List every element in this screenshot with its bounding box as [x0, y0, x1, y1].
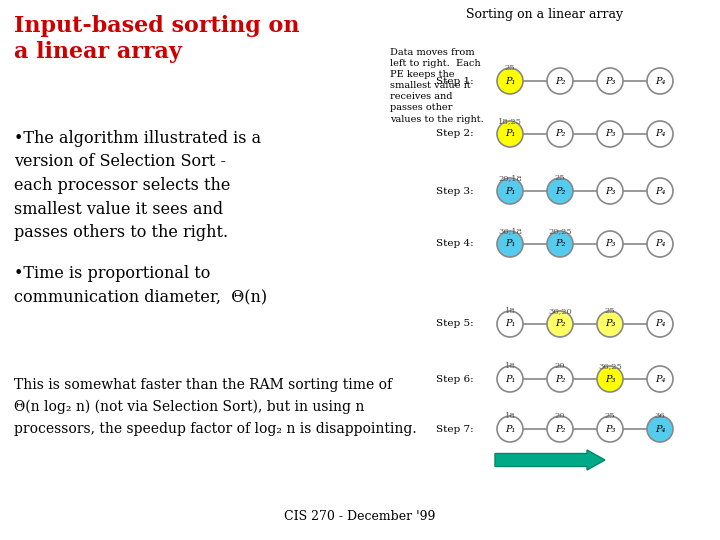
Circle shape — [647, 311, 673, 337]
Circle shape — [647, 121, 673, 147]
Circle shape — [597, 416, 623, 442]
Circle shape — [647, 231, 673, 257]
Text: P₂: P₂ — [555, 424, 565, 434]
Circle shape — [497, 311, 523, 337]
Text: 36,18: 36,18 — [498, 227, 522, 235]
Text: 36: 36 — [654, 412, 665, 420]
Text: P₃: P₃ — [605, 320, 615, 328]
Circle shape — [647, 178, 673, 204]
Text: 25: 25 — [605, 412, 616, 420]
Text: P₁: P₁ — [505, 424, 516, 434]
Text: CIS 270 - December '99: CIS 270 - December '99 — [284, 510, 436, 523]
Text: Step 7:: Step 7: — [436, 424, 474, 434]
Circle shape — [597, 68, 623, 94]
Text: P₄: P₄ — [654, 424, 665, 434]
Text: P₁: P₁ — [505, 77, 516, 85]
Text: Step 1:: Step 1: — [436, 77, 474, 85]
Circle shape — [647, 366, 673, 392]
Text: Step 2:: Step 2: — [436, 130, 474, 138]
Circle shape — [497, 121, 523, 147]
Circle shape — [547, 366, 573, 392]
Circle shape — [597, 231, 623, 257]
Text: P₃: P₃ — [605, 77, 615, 85]
Text: 18,25: 18,25 — [498, 117, 522, 125]
Circle shape — [497, 178, 523, 204]
Text: 20,25: 20,25 — [548, 227, 572, 235]
Circle shape — [497, 416, 523, 442]
Text: Data moves from
left to right.  Each
PE keeps the
smallest value it
receives and: Data moves from left to right. Each PE k… — [390, 48, 484, 124]
Circle shape — [597, 366, 623, 392]
Text: •The algorithm illustrated is a
version of Selection Sort -
each processor selec: •The algorithm illustrated is a version … — [14, 130, 261, 241]
Circle shape — [497, 231, 523, 257]
Text: 25: 25 — [505, 64, 516, 72]
Circle shape — [597, 311, 623, 337]
Text: P₂: P₂ — [555, 130, 565, 138]
Text: •Time is proportional to
communication diameter,  Θ(n): •Time is proportional to communication d… — [14, 265, 267, 306]
Text: P₂: P₂ — [555, 375, 565, 383]
Text: Input-based sorting on
a linear array: Input-based sorting on a linear array — [14, 15, 300, 63]
Text: P₃: P₃ — [605, 240, 615, 248]
Text: P₄: P₄ — [654, 320, 665, 328]
Circle shape — [497, 366, 523, 392]
Text: This is somewhat faster than the RAM sorting time of: This is somewhat faster than the RAM sor… — [14, 378, 392, 392]
Text: P₃: P₃ — [605, 130, 615, 138]
Text: 25: 25 — [605, 307, 616, 315]
Circle shape — [647, 68, 673, 94]
Circle shape — [547, 311, 573, 337]
Text: P₁: P₁ — [505, 130, 516, 138]
Circle shape — [547, 178, 573, 204]
Text: P₄: P₄ — [654, 130, 665, 138]
Text: P₂: P₂ — [555, 320, 565, 328]
Text: Θ(n log₂ n) (not via Selection Sort), but in using n: Θ(n log₂ n) (not via Selection Sort), bu… — [14, 400, 364, 414]
Text: processors, the speedup factor of log₂ n is disappointing.: processors, the speedup factor of log₂ n… — [14, 422, 417, 436]
Text: Step 4:: Step 4: — [436, 240, 474, 248]
Text: 18: 18 — [505, 362, 516, 370]
Text: 25: 25 — [554, 174, 565, 182]
Text: 36,20: 36,20 — [548, 307, 572, 315]
Text: Sorting on a linear array: Sorting on a linear array — [467, 8, 624, 21]
Text: P₄: P₄ — [654, 186, 665, 195]
Text: P₃: P₃ — [605, 186, 615, 195]
Circle shape — [547, 231, 573, 257]
Text: 20: 20 — [554, 362, 565, 370]
Circle shape — [497, 68, 523, 94]
Circle shape — [547, 68, 573, 94]
Text: P₂: P₂ — [555, 186, 565, 195]
FancyArrow shape — [495, 450, 605, 470]
Text: P₂: P₂ — [555, 77, 565, 85]
Text: P₄: P₄ — [654, 240, 665, 248]
Text: P₃: P₃ — [605, 375, 615, 383]
Text: 20: 20 — [554, 412, 565, 420]
Text: P₃: P₃ — [605, 424, 615, 434]
Text: P₄: P₄ — [654, 77, 665, 85]
Text: P₂: P₂ — [555, 240, 565, 248]
Circle shape — [597, 178, 623, 204]
Text: P₁: P₁ — [505, 240, 516, 248]
Text: P₁: P₁ — [505, 186, 516, 195]
Circle shape — [547, 121, 573, 147]
Text: P₄: P₄ — [654, 375, 665, 383]
Text: Step 5:: Step 5: — [436, 320, 474, 328]
Text: P₁: P₁ — [505, 375, 516, 383]
Text: 18: 18 — [505, 307, 516, 315]
Text: 18: 18 — [505, 412, 516, 420]
Circle shape — [597, 121, 623, 147]
Text: Step 6:: Step 6: — [436, 375, 474, 383]
Circle shape — [547, 416, 573, 442]
Text: 36,25: 36,25 — [598, 362, 622, 370]
Circle shape — [647, 416, 673, 442]
Text: 20,18: 20,18 — [498, 174, 522, 182]
Text: P₁: P₁ — [505, 320, 516, 328]
Text: Step 3:: Step 3: — [436, 186, 474, 195]
